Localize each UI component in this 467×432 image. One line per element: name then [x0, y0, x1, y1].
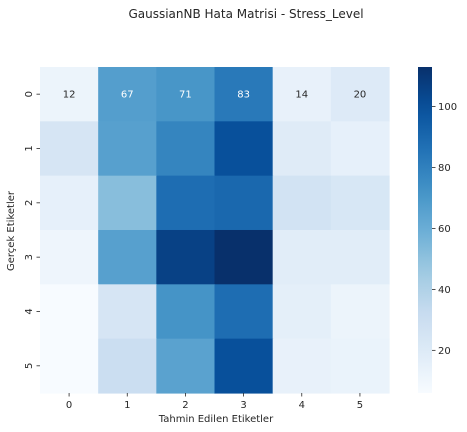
heatmap-cell	[156, 175, 216, 231]
y-tick-label: 5	[24, 363, 35, 369]
heatmap-cell	[330, 338, 390, 394]
colorbar-tick-label: 60	[438, 224, 451, 235]
heatmap-cell	[40, 67, 99, 122]
heatmap-cell	[156, 121, 216, 177]
heatmap-cell	[40, 229, 99, 285]
heatmap-cell	[156, 284, 216, 340]
heatmap-cell	[156, 67, 216, 122]
x-tick-label: 3	[240, 400, 246, 411]
heatmap-cell	[98, 338, 157, 394]
x-tick-label: 1	[124, 400, 130, 411]
heatmap-cell	[330, 67, 390, 122]
heatmap-cell	[272, 67, 332, 122]
y-tick-label: 0	[24, 91, 35, 97]
y-axis-ticks: 0 1 2 3 4 5	[24, 91, 40, 369]
heatmap-cell	[98, 175, 157, 231]
y-tick-label: 4	[24, 308, 35, 314]
colorbar-ticks: 20 40 60 80 100	[432, 102, 457, 357]
y-axis-label: Gerçek Etiketler	[6, 190, 17, 271]
cell-value-label: 83	[237, 90, 250, 101]
heatmap-cell	[330, 229, 390, 285]
heatmap-cell	[40, 338, 99, 394]
y-tick-label: 2	[24, 200, 35, 206]
cell-annotations: 12 67 71 83 14 20	[63, 90, 367, 101]
heatmap-cell	[214, 229, 274, 285]
y-tick-label: 1	[24, 145, 35, 151]
heatmap-cell	[272, 284, 332, 340]
heatmap-cell	[214, 67, 274, 122]
heatmap-cell	[214, 338, 274, 394]
colorbar-tick-label: 100	[438, 102, 457, 113]
heatmap-cell	[40, 284, 99, 340]
heatmap-cell	[330, 121, 390, 177]
cell-value-label: 20	[354, 90, 367, 101]
heatmap-cell	[214, 175, 274, 231]
heatmap-cell	[272, 229, 332, 285]
colorbar-tick-label: 80	[438, 163, 451, 174]
heatmap-cell	[98, 284, 157, 340]
colorbar-tick-label: 40	[438, 285, 451, 296]
heatmap-cell	[272, 338, 332, 394]
heatmap-cell	[330, 175, 390, 231]
cell-value-label: 71	[179, 90, 192, 101]
heatmap-cell	[156, 338, 216, 394]
heatmap-cell	[40, 121, 99, 177]
cell-value-label: 67	[121, 90, 134, 101]
heatmap-cell	[214, 284, 274, 340]
x-tick-label: 4	[299, 400, 305, 411]
x-tick-label: 0	[66, 400, 72, 411]
colorbar	[418, 67, 432, 393]
heatmap-cell	[330, 284, 390, 340]
cell-value-label: 14	[295, 90, 308, 101]
heatmap-cell	[214, 121, 274, 177]
heatmap-cell	[98, 229, 157, 285]
heatmap-cell	[40, 175, 99, 231]
heatmap-cell	[272, 121, 332, 177]
heatmap-cell	[156, 229, 216, 285]
heatmap-cell	[272, 175, 332, 231]
y-tick-label: 3	[24, 254, 35, 260]
x-axis-label: Tahmin Edilen Etiketler	[158, 414, 274, 425]
heatmap-cells	[40, 67, 390, 394]
chart-title: GaussianNB Hata Matrisi - Stress_Level	[128, 7, 363, 21]
cell-value-label: 12	[63, 90, 76, 101]
heatmap-cell	[98, 67, 157, 122]
heatmap-cell	[98, 121, 157, 177]
colorbar-tick-label: 20	[438, 346, 451, 357]
x-axis-ticks: 0 1 2 3 4 5	[66, 392, 363, 411]
x-tick-label: 5	[357, 400, 363, 411]
x-tick-label: 2	[182, 400, 188, 411]
